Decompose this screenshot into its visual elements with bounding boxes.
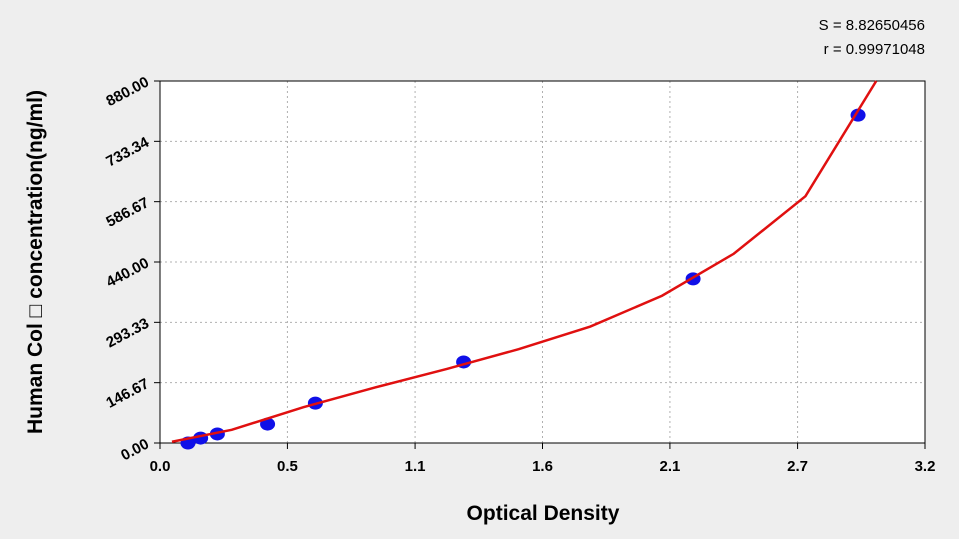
x-tick-label: 1.1 bbox=[405, 458, 426, 475]
annotation: r = 0.99971048 bbox=[824, 41, 925, 58]
y-tick-label: 586.67 bbox=[103, 194, 152, 231]
x-tick-label: 3.2 bbox=[915, 458, 936, 475]
y-tick-label: 440.00 bbox=[103, 255, 152, 292]
x-tick-label: 0.5 bbox=[277, 458, 298, 475]
y-tick-label: 146.67 bbox=[103, 375, 152, 412]
y-tick-label: 293.33 bbox=[103, 315, 152, 352]
annotation: S = 8.82650456 bbox=[819, 17, 925, 34]
y-tick-label: 733.34 bbox=[103, 134, 152, 171]
y-tick-label: 880.00 bbox=[103, 74, 152, 111]
plot-frame bbox=[159, 80, 926, 444]
x-axis-label: Optical Density bbox=[467, 502, 620, 525]
fit-curve bbox=[171, 80, 878, 443]
x-tick-label: 1.6 bbox=[532, 458, 553, 475]
y-tick-label: 0.00 bbox=[118, 436, 152, 465]
x-tick-label: 0.0 bbox=[150, 458, 171, 475]
x-tick-label: 2.7 bbox=[787, 458, 808, 475]
x-tick-label: 2.1 bbox=[659, 458, 680, 475]
y-axis-label: Human Col □ concentration(ng/ml) bbox=[24, 90, 47, 434]
